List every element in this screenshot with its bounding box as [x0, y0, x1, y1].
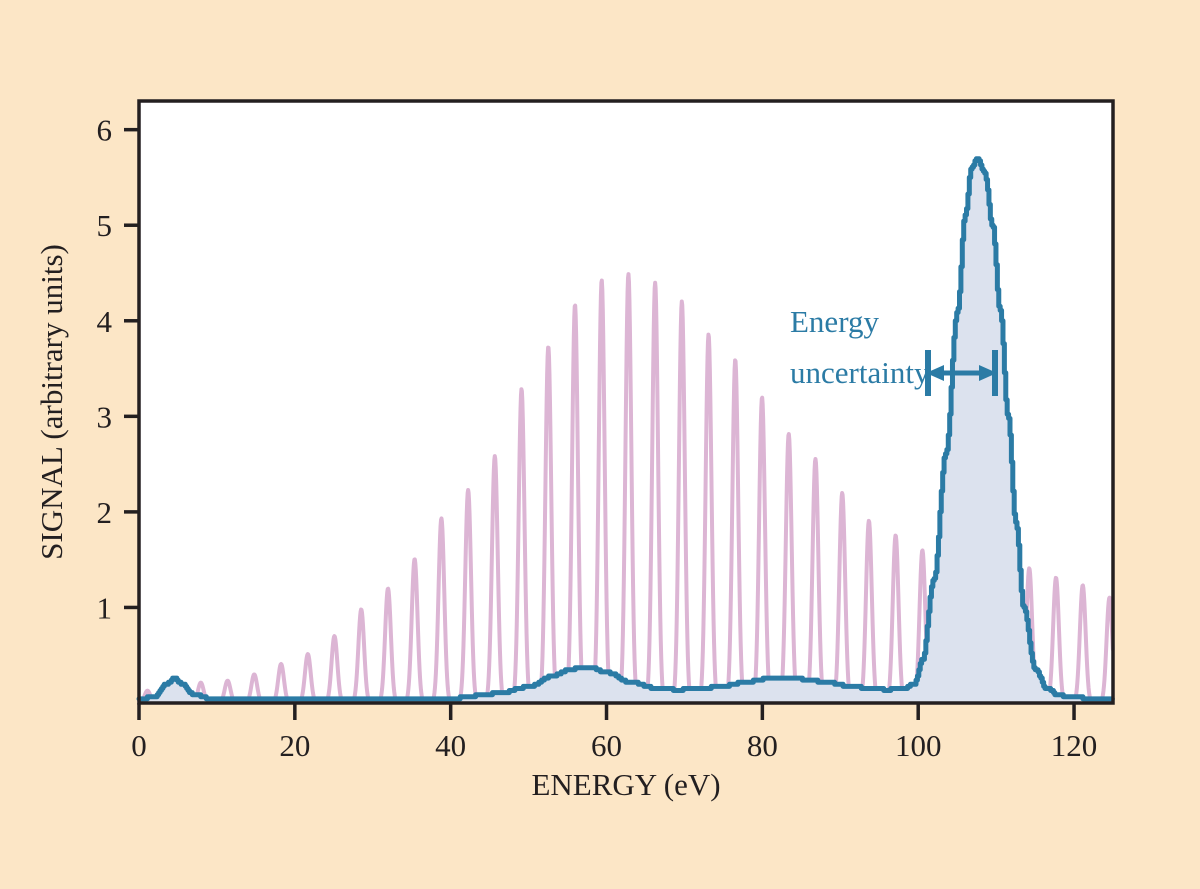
energy-uncertainty-annotation: Energy uncertainty	[790, 304, 998, 396]
y-axis-tick-label: 6	[97, 113, 113, 148]
y-axis-tick-label: 5	[97, 208, 113, 243]
x-axis-tick-label: 100	[895, 728, 942, 763]
y-axis-tick-label: 4	[97, 304, 113, 339]
x-axis-title: ENERGY (eV)	[531, 767, 720, 802]
x-axis-tick-label: 40	[435, 728, 466, 763]
annotation-line-2: uncertainty	[790, 355, 930, 390]
spectrum-fill-area	[139, 158, 1113, 703]
y-axis-tick-label: 2	[97, 495, 113, 530]
y-axis-title: SIGNAL (arbitrary units)	[34, 244, 69, 560]
x-axis-tick-label: 80	[747, 728, 778, 763]
curves-layer	[136, 156, 1115, 704]
x-axis-tick-label: 60	[591, 728, 622, 763]
double-headed-arrow-icon	[925, 350, 998, 396]
y-axis-tick-label: 3	[97, 399, 113, 434]
x-axis-tick-label: 120	[1051, 728, 1098, 763]
x-axis-tick-label: 20	[279, 728, 310, 763]
x-axis-tick-label: 0	[131, 728, 147, 763]
axis-ticks-layer: 0 20 40 60 80 100 120 1 2 3 4 5 6	[97, 113, 1098, 763]
y-axis-tick-label: 1	[97, 590, 113, 625]
plot-frame	[137, 99, 1115, 705]
spectrum-outline-curve	[136, 156, 1115, 702]
annotation-line-1: Energy	[790, 304, 879, 339]
